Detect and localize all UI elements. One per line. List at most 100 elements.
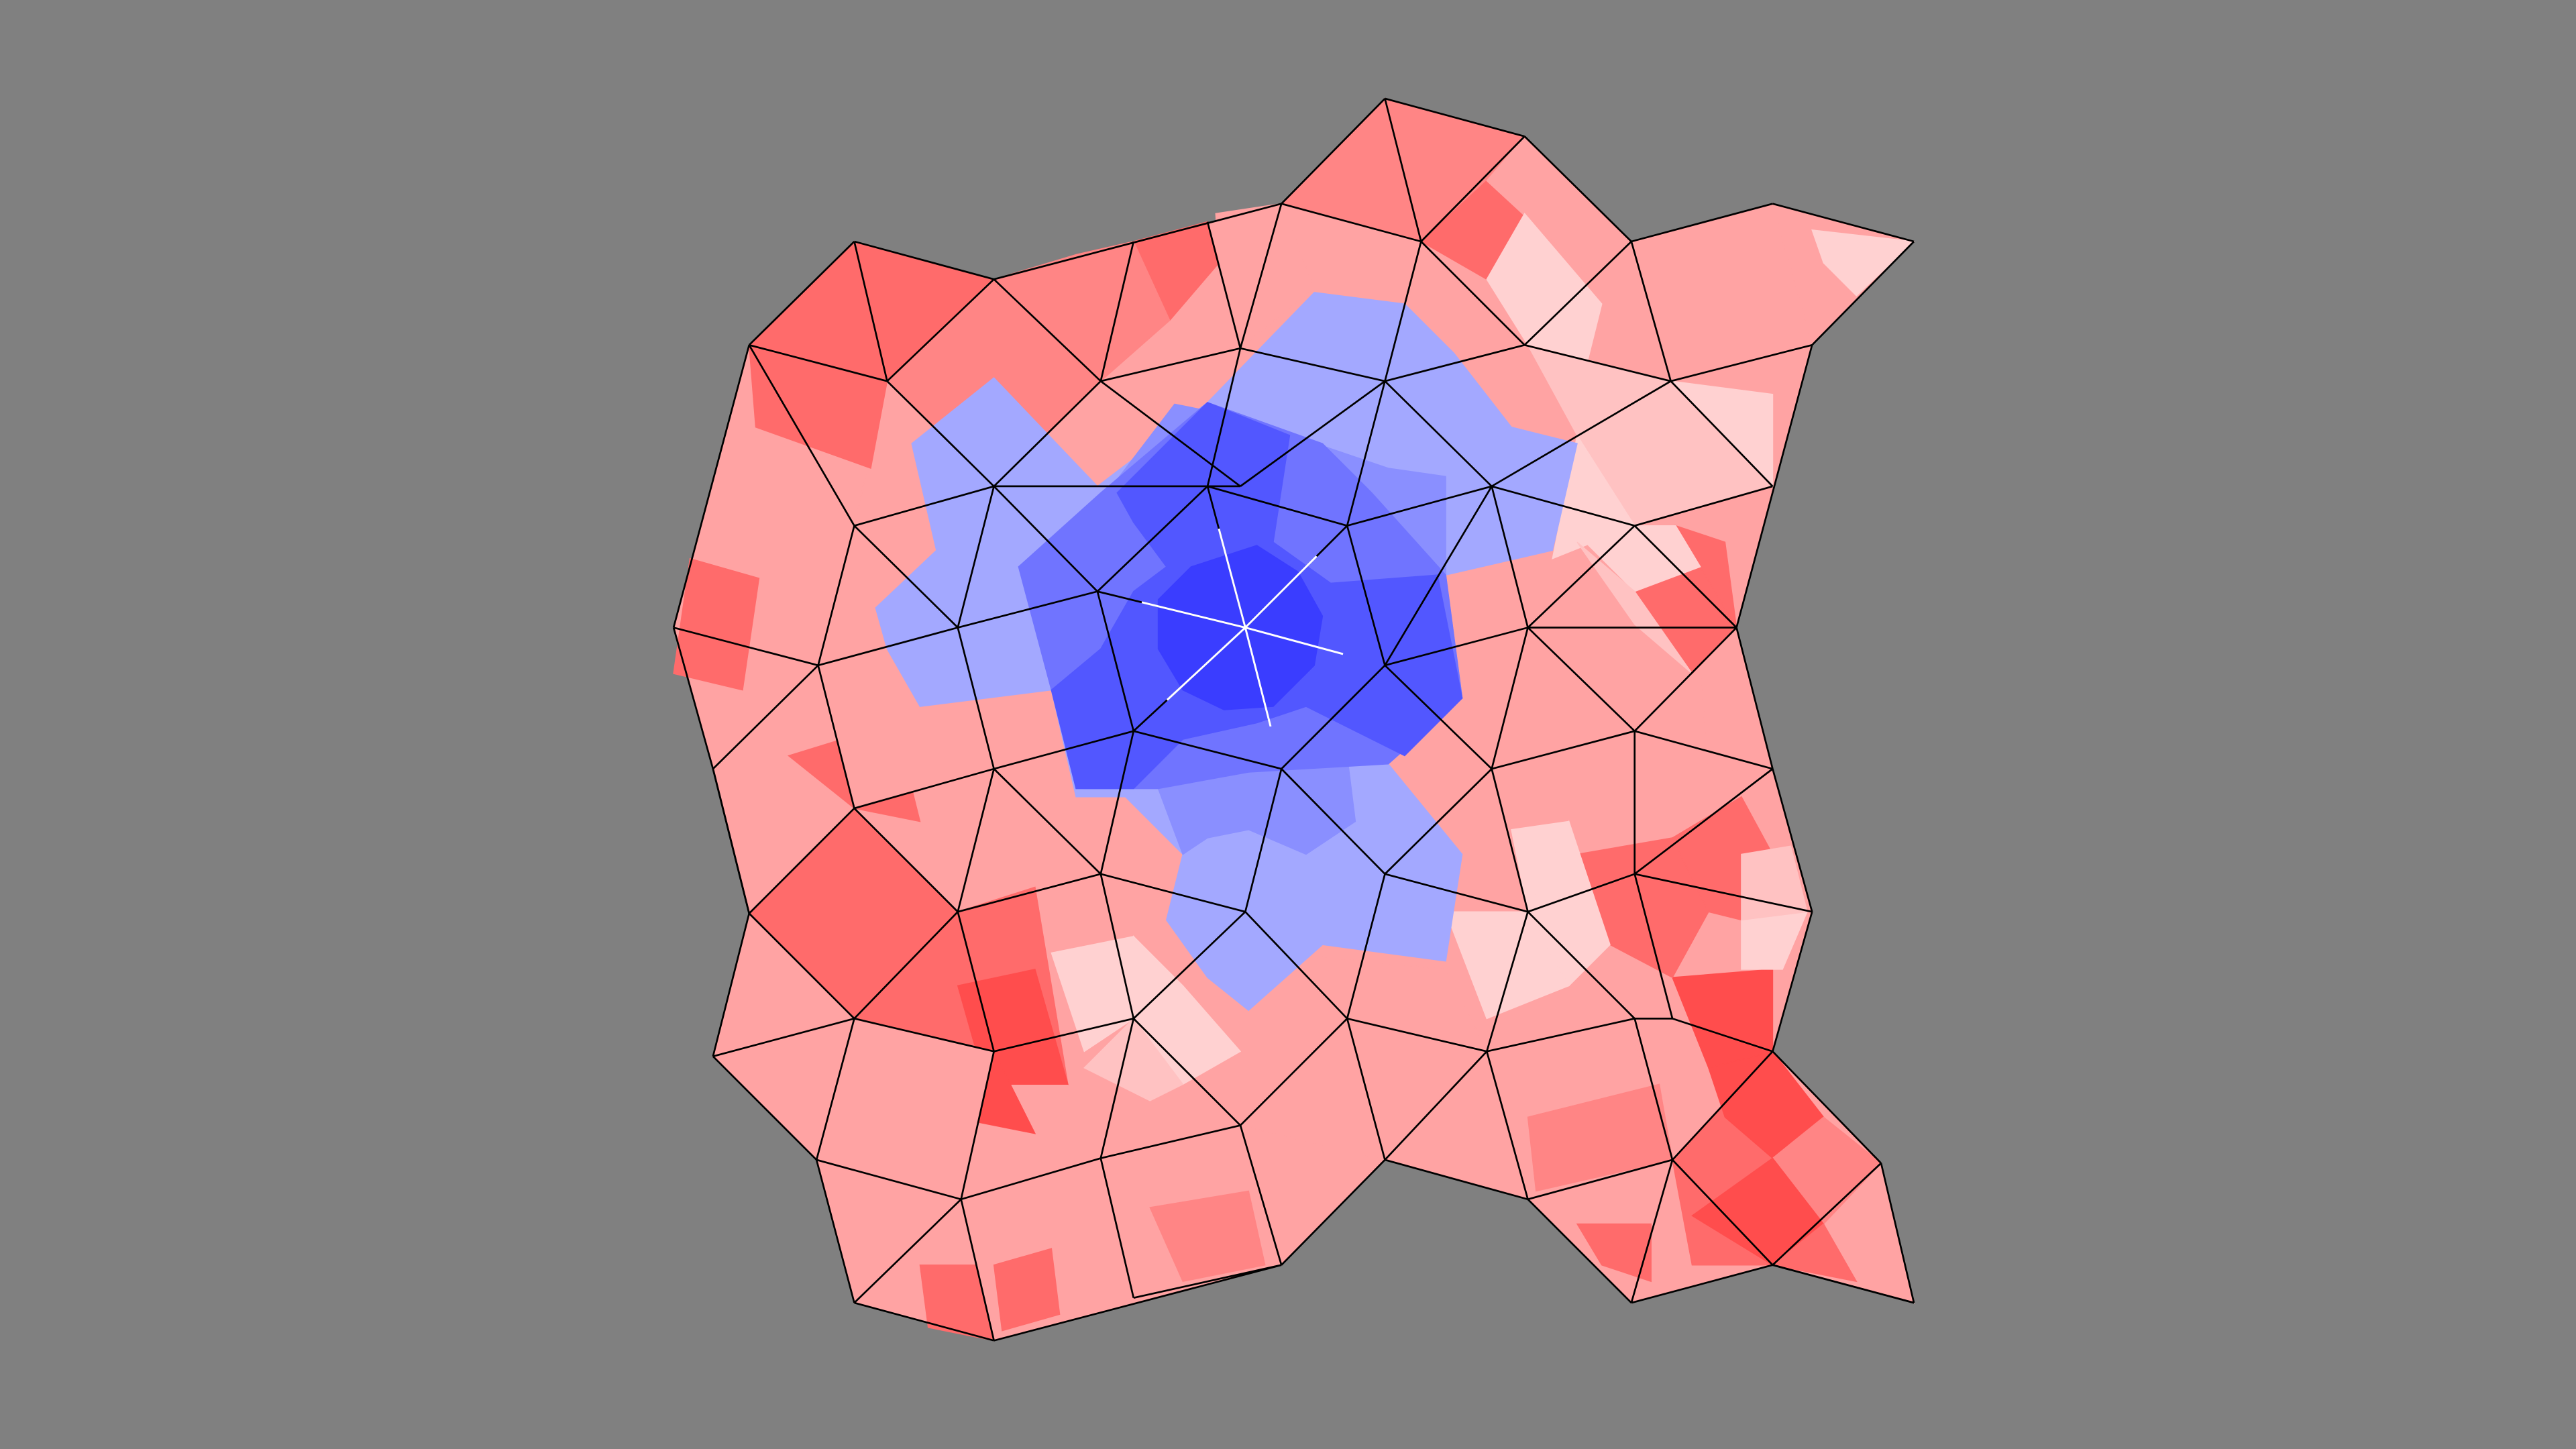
tile-edge — [993, 768, 1102, 875]
tile-edge — [712, 664, 819, 770]
tile-region — [1215, 203, 1316, 350]
tile-edge — [1281, 97, 1386, 205]
tile-edge — [1384, 486, 1493, 666]
tile-edge — [1346, 485, 1493, 527]
tile-edge — [1384, 768, 1493, 875]
tile-edge — [1239, 1125, 1283, 1266]
tile-edge — [1099, 1158, 1135, 1299]
tile-region — [1133, 935, 1242, 1085]
tile-edge — [748, 344, 855, 527]
tile-region — [1083, 1018, 1184, 1102]
tile-edge — [1491, 768, 1529, 912]
tile-edge — [1491, 380, 1672, 488]
tile-edge — [1384, 1051, 1488, 1161]
tile-edge — [1772, 203, 1915, 243]
tile-edge — [1523, 136, 1632, 242]
tile-edge — [1281, 203, 1421, 243]
tile-edge — [1239, 203, 1283, 349]
tile-edge — [1631, 203, 1773, 243]
tile-edge — [1491, 730, 1635, 770]
tile-edge — [672, 627, 714, 769]
tile-edge — [993, 380, 1102, 487]
center-star-edge — [1166, 627, 1246, 701]
tile-edge — [818, 627, 959, 667]
tile-edge — [1346, 380, 1386, 527]
tile-edge — [993, 485, 1098, 592]
tile-edge — [712, 768, 751, 914]
tile-edge — [1527, 911, 1635, 1020]
tile-edge — [1132, 1018, 1241, 1126]
tile-edge — [1100, 873, 1246, 913]
tile-edge — [1281, 1159, 1386, 1266]
tile-region — [1576, 1223, 1652, 1283]
tile-edge — [1346, 1018, 1386, 1161]
tile-region — [1811, 229, 1915, 297]
tile-region — [1741, 845, 1808, 921]
tile-edge — [815, 1159, 855, 1303]
tile-edge — [1634, 873, 1813, 913]
tile-edge — [1811, 241, 1915, 346]
tile-region — [1584, 525, 1701, 592]
tile-edge — [854, 1301, 994, 1342]
tile-edge — [1240, 1018, 1348, 1126]
tile-edge — [957, 768, 995, 912]
tile-edge — [712, 1055, 818, 1161]
tile-edge — [1524, 343, 1671, 382]
tile-edge — [957, 590, 1098, 629]
tile-edge — [854, 485, 994, 527]
tile-region — [1486, 213, 1603, 371]
tile-edge — [1527, 873, 1635, 913]
tile-edge — [960, 1199, 995, 1341]
tile-edge — [1527, 627, 1635, 732]
tile-edge — [993, 278, 1102, 382]
tile-edge — [1491, 627, 1529, 769]
tile-edge — [1672, 1018, 1773, 1053]
tile-edge — [853, 525, 959, 629]
tile-edge — [886, 278, 995, 382]
tile-edge — [1633, 1018, 1674, 1161]
tile-edge — [1133, 730, 1282, 770]
tile-edge — [1385, 97, 1525, 138]
tile-edge — [1672, 1051, 1774, 1161]
tile-edge — [1099, 731, 1135, 875]
tile-edges — [672, 97, 1915, 1342]
tile-edge — [1420, 241, 1525, 346]
tile-fills — [673, 97, 1915, 1342]
tile-edge — [673, 627, 818, 667]
tile-edge — [815, 1018, 855, 1161]
tile-edge — [1384, 241, 1422, 382]
tile-edge — [1099, 241, 1135, 382]
tile-edge — [1096, 485, 1208, 592]
tile-region — [1771, 1223, 1858, 1283]
tile-edge — [854, 1018, 994, 1053]
tile-edge — [749, 343, 888, 382]
tile-edge — [853, 241, 888, 382]
tile-edge — [1486, 911, 1529, 1052]
tile-edge — [994, 1018, 1134, 1053]
tile-edge — [1207, 485, 1348, 527]
tile-edge — [1772, 911, 1813, 1052]
tile-edge — [1670, 343, 1813, 382]
tile-edge — [1630, 1159, 1674, 1303]
tile-edge — [1491, 485, 1635, 527]
tile-edge — [1772, 768, 1813, 912]
center-star-edge — [1244, 627, 1344, 655]
tile-edge — [1346, 525, 1386, 666]
tile-edge — [1633, 768, 1774, 875]
tile-edge — [748, 241, 855, 346]
tile-edge — [1527, 1198, 1632, 1303]
tile-edge — [1634, 730, 1773, 770]
tile-edge — [957, 873, 1102, 913]
tile-edge — [886, 380, 995, 487]
tile-edge — [854, 240, 994, 280]
tile-edge — [1240, 347, 1385, 382]
tile-edge — [961, 1157, 1102, 1201]
tile-edge — [1523, 241, 1632, 346]
tile-edge — [1491, 486, 1529, 628]
tile-edge — [1670, 380, 1774, 487]
tile-edge — [994, 730, 1134, 770]
tile-edge — [1281, 768, 1386, 875]
tile-edge — [957, 486, 995, 628]
